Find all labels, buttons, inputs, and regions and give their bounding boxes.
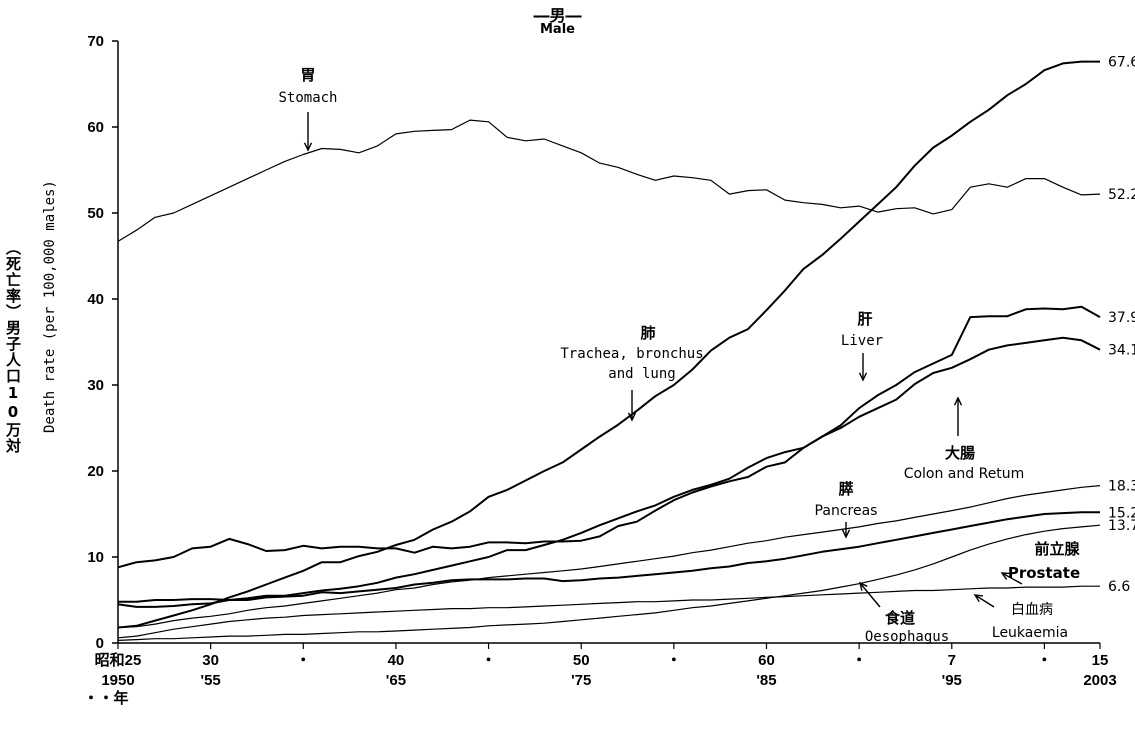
chart-title-japanese: ―男― bbox=[533, 6, 582, 25]
x-tick-label-era: ・ bbox=[666, 652, 681, 669]
annotation-oesophagus-en: Oesophagus bbox=[865, 629, 949, 645]
series-line-oesophagus bbox=[118, 511, 1100, 603]
end-label-leukaemia: 6.6 bbox=[1108, 579, 1130, 595]
y-tick-label: 70 bbox=[87, 33, 104, 50]
arrow-leukaemia-head bbox=[973, 594, 984, 603]
end-label-colon: 34.1 bbox=[1108, 343, 1135, 359]
annotation-lung-en-1: Trachea, bronchus bbox=[560, 346, 703, 362]
end-label-pancreas: 18.3 bbox=[1108, 479, 1135, 495]
annotation-colon-en: Colon and Retum bbox=[904, 466, 1025, 482]
x-tick-label-year: '95 bbox=[942, 672, 962, 689]
chart-title-english: Male bbox=[540, 22, 575, 37]
x-tick-label-era: 昭和25 bbox=[95, 652, 142, 669]
annotation-liver-jp: 肝 bbox=[857, 310, 872, 328]
annotation-liver-en: Liver bbox=[841, 333, 883, 349]
arrow-prostate-head bbox=[1000, 572, 1011, 580]
x-axis-year-suffix: ・・年 bbox=[83, 689, 128, 707]
x-tick-label-year: '85 bbox=[756, 672, 776, 689]
annotation-leukaemia-jp: 白血病 bbox=[1011, 602, 1053, 618]
annotation-lung-jp: 肺 bbox=[640, 324, 655, 342]
series-line-liver bbox=[117, 305, 1101, 569]
end-label-oesophagus: 15.2 bbox=[1108, 505, 1135, 521]
x-tick-label-era: 7 bbox=[948, 652, 956, 669]
arrow-lung-head bbox=[627, 412, 637, 422]
x-tick-label-era: ・ bbox=[481, 652, 496, 669]
annotation-stomach-en: Stomach bbox=[278, 90, 337, 106]
end-label-prostate: 13.7 bbox=[1108, 518, 1135, 534]
arrow-colon-head bbox=[953, 396, 963, 406]
x-tick-label-era: 30 bbox=[202, 652, 219, 669]
end-label-lung: 67.6 bbox=[1108, 55, 1135, 71]
x-tick-label-era: ・ bbox=[1037, 652, 1052, 669]
x-tick-label-era: ・ bbox=[852, 652, 867, 669]
series-line-leukaemia bbox=[117, 585, 1100, 639]
series-line-lung bbox=[117, 60, 1100, 629]
x-tick-label-year: '75 bbox=[571, 672, 591, 689]
axes: 0 10 20 30 40 50 60 70 昭和25 30 ・ 40 ・ 50 ・ 60 ・ 7 ・ 15 1950 '… bbox=[83, 33, 1116, 707]
y-tick-label: 50 bbox=[87, 205, 104, 222]
x-tick-label-year: '65 bbox=[386, 672, 406, 689]
x-tick-label-era: ・ bbox=[296, 652, 311, 669]
y-tick-label: 0 bbox=[96, 635, 104, 652]
arrow-oesophagus-head bbox=[858, 581, 868, 591]
y-axis-label-english: Death rate (per 100,000 males) bbox=[42, 180, 58, 433]
arrow-pancreas-head bbox=[841, 529, 851, 539]
arrow-prostate bbox=[1001, 572, 1023, 585]
x-tick-label-year: '55 bbox=[201, 672, 221, 689]
arrow-leukaemia bbox=[974, 594, 995, 608]
annotation-pancreas-en: Pancreas bbox=[815, 503, 878, 519]
x-tick-label-year: 1950 bbox=[101, 672, 134, 689]
x-tick-label-era: 15 bbox=[1092, 652, 1109, 669]
annotation-prostate-en: Prostate bbox=[1008, 564, 1080, 582]
end-label-stomach: 52.2 bbox=[1108, 187, 1135, 203]
y-axis-label-japanese: （死亡率）男子人口10万対 bbox=[4, 240, 22, 454]
series-line-stomach bbox=[117, 119, 1101, 242]
y-tick-label: 60 bbox=[87, 119, 104, 136]
annotation-leukaemia-en: Leukaemia bbox=[992, 625, 1068, 641]
y-tick-label: 10 bbox=[87, 549, 104, 566]
annotation-oesophagus-jp: 食道 bbox=[885, 609, 915, 627]
end-value-labels: 52.2 67.6 37.9 34.1 18.3 15.213.7 6.6 bbox=[1108, 55, 1135, 596]
arrow-oesophagus bbox=[859, 582, 881, 608]
annotation-lung-en-2: and lung bbox=[608, 366, 675, 382]
y-tick-label: 40 bbox=[87, 291, 104, 308]
series-line-pancreas bbox=[117, 485, 1101, 629]
arrow-liver-head bbox=[858, 372, 868, 382]
y-tick-label: 30 bbox=[87, 377, 104, 394]
end-label-liver: 37.9 bbox=[1108, 310, 1135, 326]
annotation-prostate-jp: 前立腺 bbox=[1034, 540, 1080, 558]
x-tick-label-era: 40 bbox=[388, 652, 405, 669]
arrow-stomach-head bbox=[303, 142, 313, 152]
y-tick-label: 20 bbox=[87, 463, 104, 480]
x-tick-label-era: 60 bbox=[758, 652, 775, 669]
series-line-prostate bbox=[117, 524, 1101, 641]
series-line-colon bbox=[117, 336, 1101, 608]
annotations: 胃 Stomach 肺 Trachea, bronchus and lung 肝 Liver… bbox=[278, 66, 1080, 645]
x-tick-label-era: 50 bbox=[573, 652, 590, 669]
x-tick-label-year: 2003 bbox=[1083, 672, 1116, 689]
series-lines bbox=[117, 60, 1101, 641]
annotation-colon-jp: 大腸 bbox=[945, 444, 975, 462]
annotation-pancreas-jp: 膵 bbox=[838, 480, 853, 498]
annotation-stomach-jp: 胃 bbox=[300, 66, 315, 84]
